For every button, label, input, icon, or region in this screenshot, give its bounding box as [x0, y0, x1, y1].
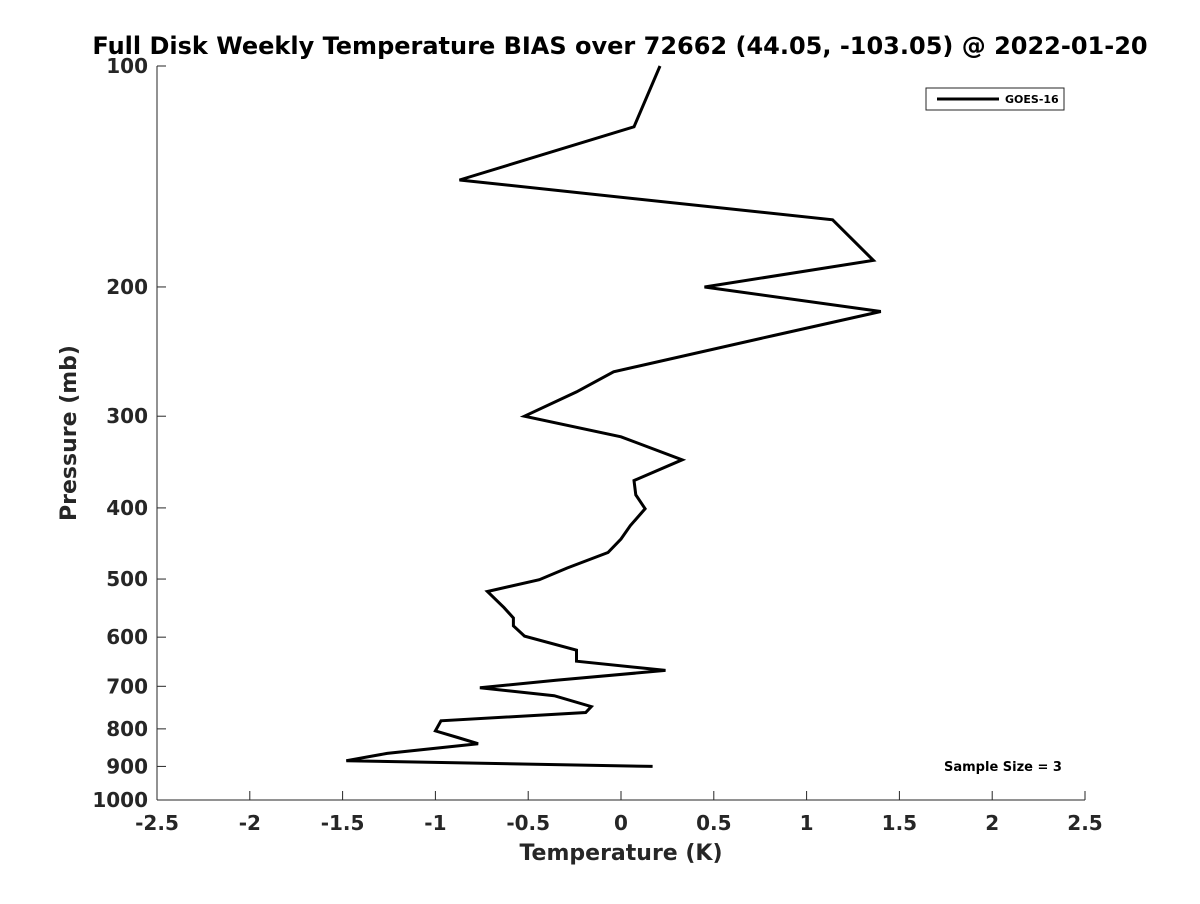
- x-axis-label: Temperature (K): [519, 841, 722, 866]
- legend: GOES-16: [926, 88, 1064, 110]
- y-tick-label: 1000: [92, 788, 148, 812]
- chart-title: Full Disk Weekly Temperature BIAS over 7…: [92, 32, 1147, 60]
- y-tick-label: 500: [106, 567, 148, 591]
- y-tick-label: 600: [106, 625, 148, 649]
- y-axis-label: Pressure (mb): [57, 345, 82, 521]
- y-tick-label: 700: [106, 674, 148, 698]
- x-tick-label: 1.5: [882, 811, 917, 835]
- x-tick-label: 2: [985, 811, 999, 835]
- x-tick-label: 2.5: [1067, 811, 1102, 835]
- y-tick-label: 200: [106, 275, 148, 299]
- x-tick-label: -2: [239, 811, 261, 835]
- x-tick-label: -1.5: [321, 811, 365, 835]
- x-tick-label: -1: [424, 811, 446, 835]
- y-tick-label: 300: [106, 404, 148, 428]
- x-tick-label: -2.5: [135, 811, 179, 835]
- x-tick-label: 1: [800, 811, 814, 835]
- sample-size-annotation: Sample Size = 3: [944, 760, 1062, 775]
- y-tick-label: 400: [106, 496, 148, 520]
- legend-entry-goes-16: GOES-16: [1005, 93, 1059, 106]
- x-tick-label: -0.5: [506, 811, 550, 835]
- y-tick-label: 100: [106, 54, 148, 78]
- y-tick-label: 900: [106, 754, 148, 778]
- x-tick-label: 0.5: [696, 811, 731, 835]
- y-tick-label: 800: [106, 717, 148, 741]
- x-tick-label: 0: [614, 811, 628, 835]
